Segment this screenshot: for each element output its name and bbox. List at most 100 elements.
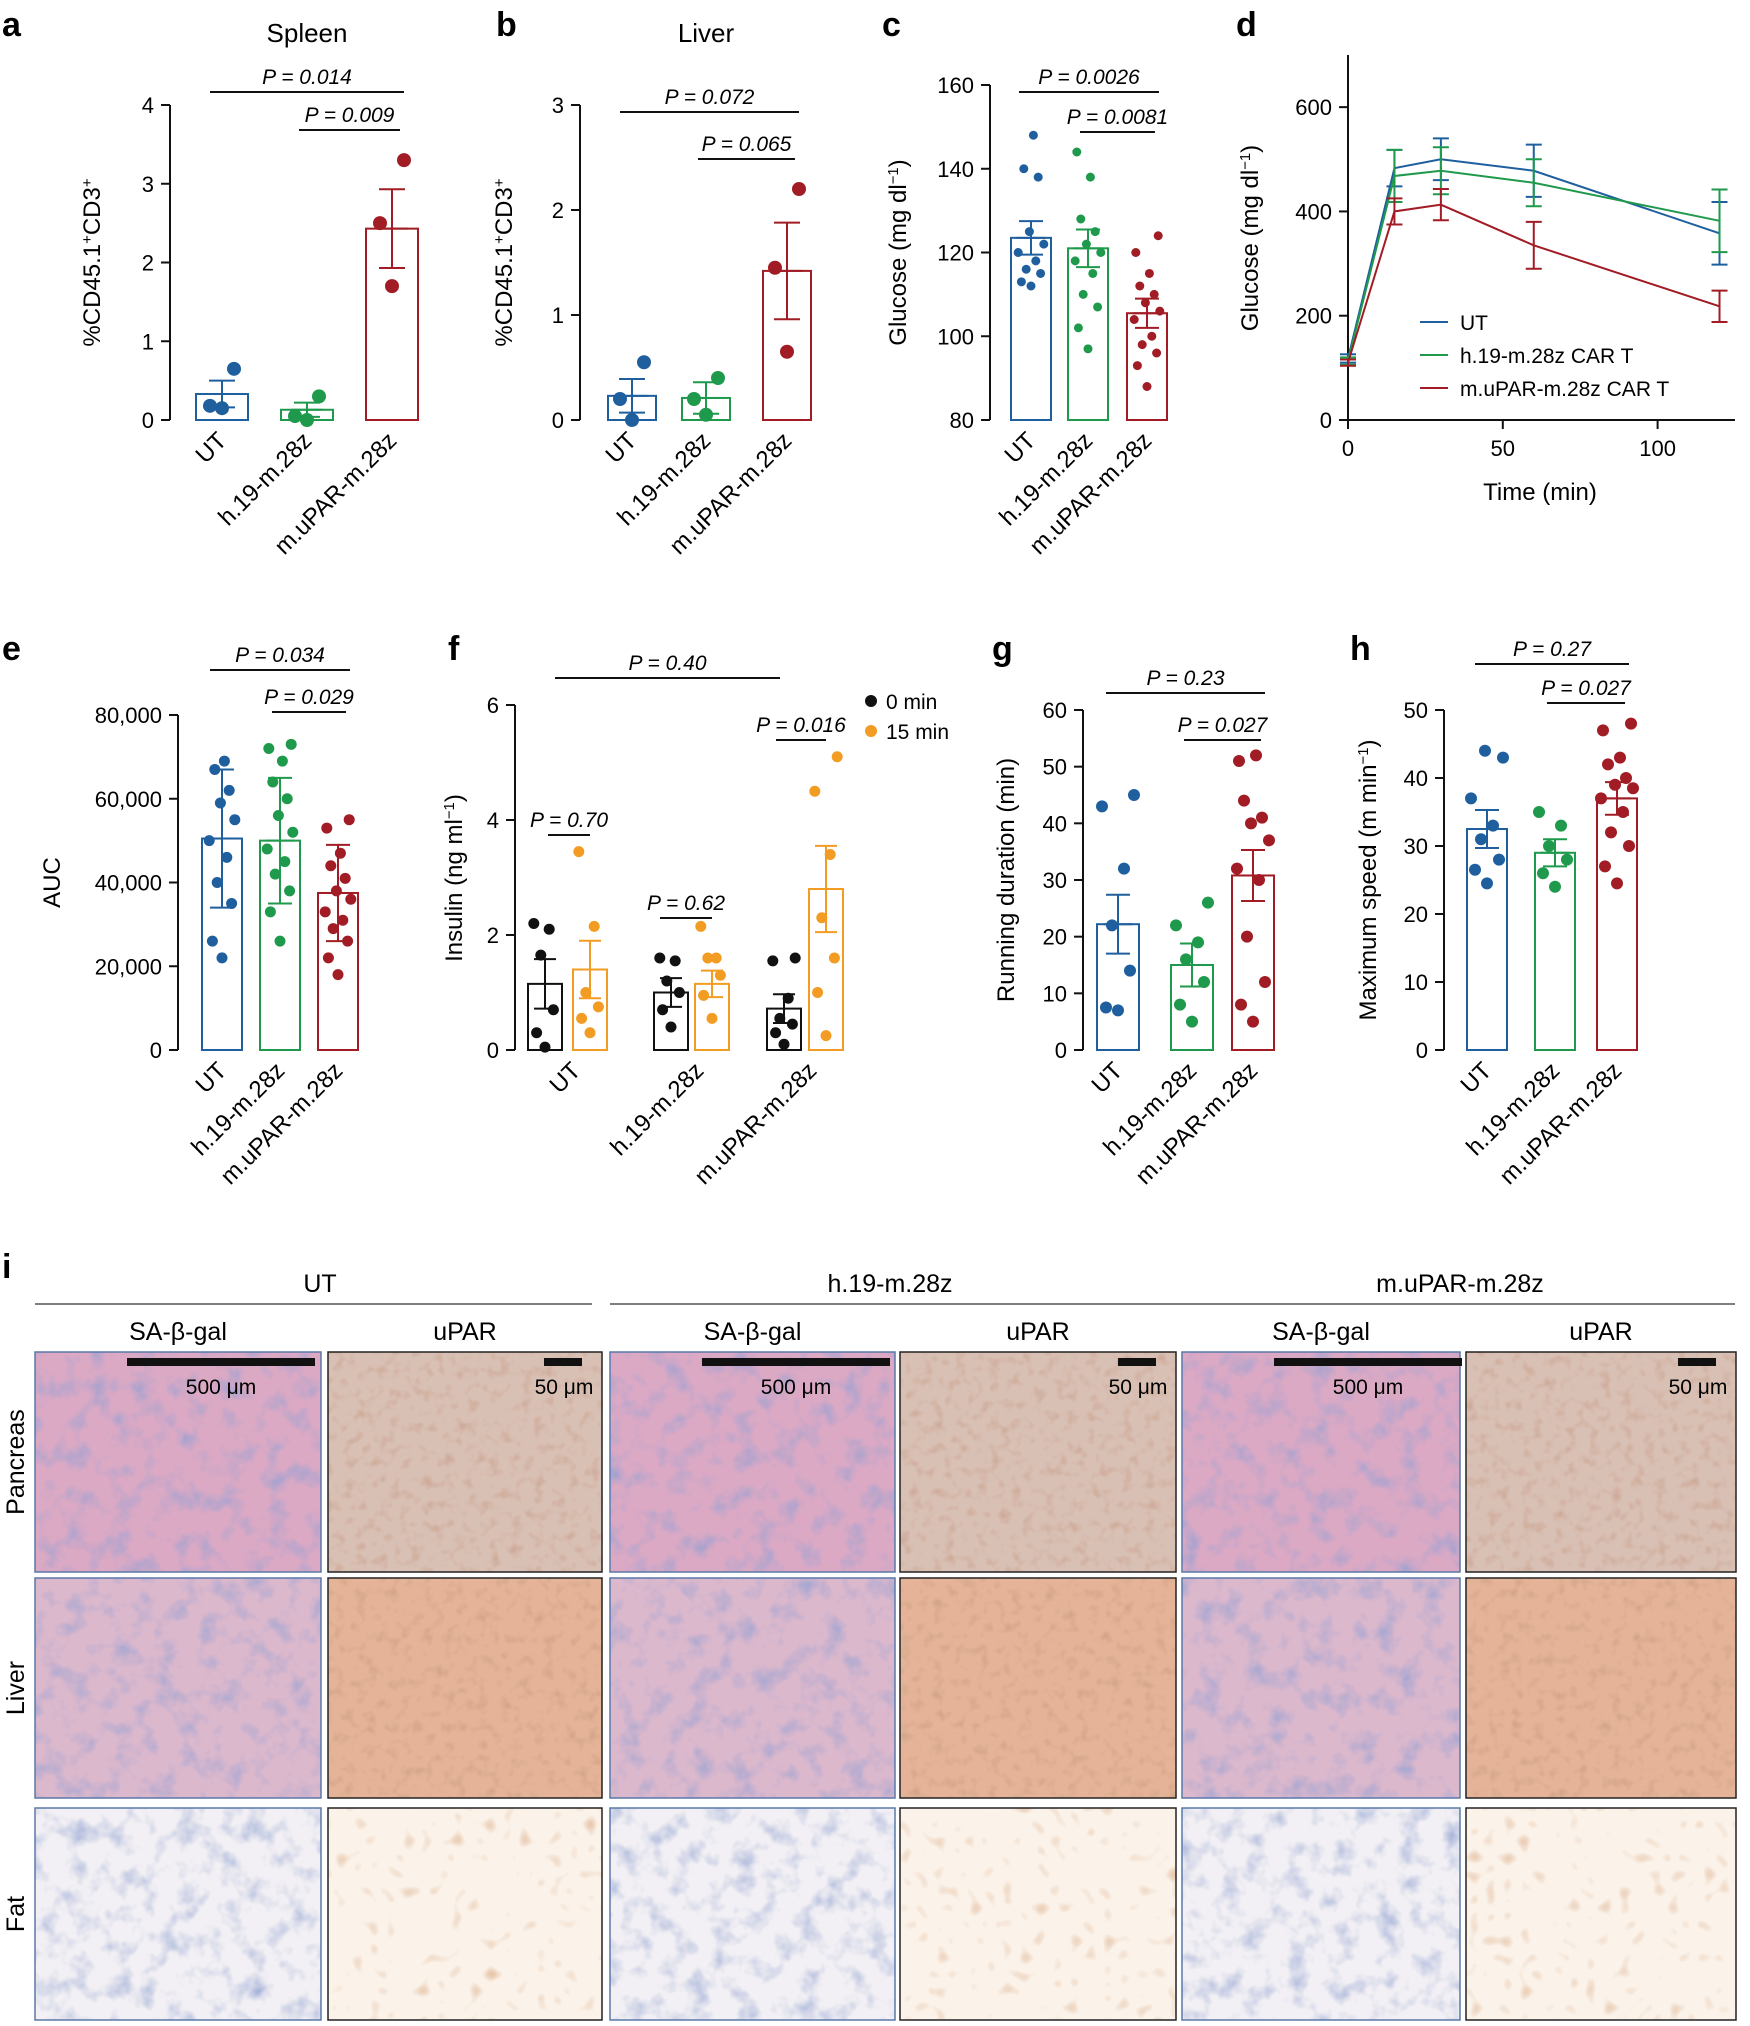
data-point (321, 822, 333, 834)
data-point (1019, 164, 1029, 174)
panel-letter-i: i (2, 1248, 11, 1286)
y-tick-label: 1 (142, 329, 154, 354)
legend-label: h.19-m.28z CAR T (1460, 345, 1634, 368)
chart-title: Liver (678, 18, 735, 48)
data-point (1026, 281, 1036, 291)
panel-letter-b: b (496, 6, 517, 44)
data-point (1192, 936, 1204, 949)
data-point (263, 743, 275, 754)
histology-image-border (1465, 1351, 1737, 1573)
data-point (1256, 811, 1268, 824)
histology-stain-label: uPAR (433, 1318, 496, 1346)
histology-group-label: UT (303, 1270, 336, 1298)
data-point (613, 392, 627, 406)
y-tick-label: 10 (1043, 981, 1067, 1006)
histology-image-liver-sa-beta-gal (610, 1578, 895, 1798)
data-point (584, 1027, 596, 1039)
y-axis-label-part: ) (1355, 739, 1382, 747)
y-axis-label-part: CD3 (491, 187, 518, 235)
histology-image-liver-upar (1466, 1578, 1736, 1798)
data-point (828, 952, 840, 964)
data-point (1031, 256, 1041, 266)
category-label: UT (191, 1057, 233, 1099)
y-tick-label: 3 (552, 93, 564, 118)
y-axis-label-part: −1 (1356, 747, 1372, 764)
histology-image-border (1181, 1351, 1461, 1573)
data-point (345, 893, 357, 905)
data-point (1112, 1004, 1124, 1017)
histology-image-liver-sa-beta-gal (35, 1578, 321, 1798)
data-point (588, 920, 600, 932)
x-tick-label: 50 (1491, 436, 1515, 461)
data-point (1611, 877, 1623, 890)
scale-bar-label: 500 μm (186, 1376, 256, 1399)
data-point (1142, 382, 1152, 391)
data-point (206, 935, 218, 947)
data-point (339, 872, 351, 884)
y-tick-label: 50 (1404, 698, 1428, 723)
data-point (1247, 1015, 1259, 1028)
bar-m.uPAR-m.28z (1596, 797, 1638, 1052)
data-point (1555, 819, 1567, 832)
data-point (767, 955, 779, 967)
p-value-label: P = 0.027 (1178, 714, 1269, 737)
y-tick-label: 2 (487, 923, 499, 948)
panel-letter-c: c (882, 6, 901, 44)
y-axis-label-part: %CD45.1 (491, 244, 518, 347)
y-tick-label: 0 (150, 1038, 162, 1063)
data-point (1147, 331, 1157, 341)
y-tick-label: 30 (1404, 834, 1428, 859)
y-axis-label-part: + (80, 178, 96, 187)
category-label: h.19-m.28z (605, 1057, 709, 1161)
data-point (774, 1012, 786, 1024)
data-point (267, 776, 279, 788)
p-value-label: P = 0.27 (1513, 638, 1592, 661)
data-point (1250, 749, 1262, 762)
histology-group-label: h.19-m.28z (827, 1270, 952, 1298)
histology-image-fat-sa-beta-gal (610, 1808, 895, 2020)
data-point (261, 843, 273, 855)
data-point (1602, 758, 1614, 771)
data-point (216, 952, 228, 964)
data-point (778, 1038, 790, 1050)
y-tick-label: 20 (1043, 925, 1067, 950)
p-value-label: P = 0.40 (628, 652, 706, 675)
panel-letter-a: a (2, 6, 22, 44)
data-point (1263, 834, 1275, 847)
data-point (1599, 860, 1611, 873)
data-point (1039, 239, 1049, 249)
histology-group-label: m.uPAR-m.28z (1376, 1270, 1544, 1298)
data-point (1081, 239, 1091, 249)
data-point (1617, 806, 1629, 818)
y-tick-label: 0 (487, 1038, 499, 1063)
data-point (1096, 800, 1108, 813)
data-point (528, 918, 540, 929)
data-point (1493, 853, 1505, 866)
p-value-label: P = 0.009 (305, 104, 395, 127)
histology-image-border (609, 1577, 896, 1799)
histology-image-border (899, 1577, 1177, 1799)
data-point (1537, 867, 1549, 880)
y-axis-label-part: Insulin (ng ml (441, 819, 468, 962)
bar-h.19-m.28z (1067, 247, 1109, 421)
data-point (1497, 751, 1509, 764)
data-point (1623, 840, 1635, 852)
data-point (287, 826, 299, 838)
bar-m.uPAR-m.28z (1126, 312, 1168, 421)
data-point (673, 987, 685, 998)
data-point (397, 153, 411, 168)
scale-bar (544, 1358, 582, 1366)
data-point (343, 814, 355, 826)
data-point (330, 885, 342, 897)
data-point (1241, 930, 1253, 943)
data-point (1475, 833, 1487, 846)
data-point (327, 923, 339, 935)
category-label: UT (191, 427, 233, 469)
y-axis-label-part: %CD45.1 (79, 244, 106, 347)
y-tick-label: 3 (142, 172, 154, 197)
p-value-label: P = 0.0026 (1038, 66, 1140, 89)
data-point (334, 847, 346, 859)
data-point (786, 1018, 798, 1030)
y-axis-label: Glucose (mg dl−1) (885, 159, 912, 345)
histology-image-border (1181, 1577, 1461, 1799)
